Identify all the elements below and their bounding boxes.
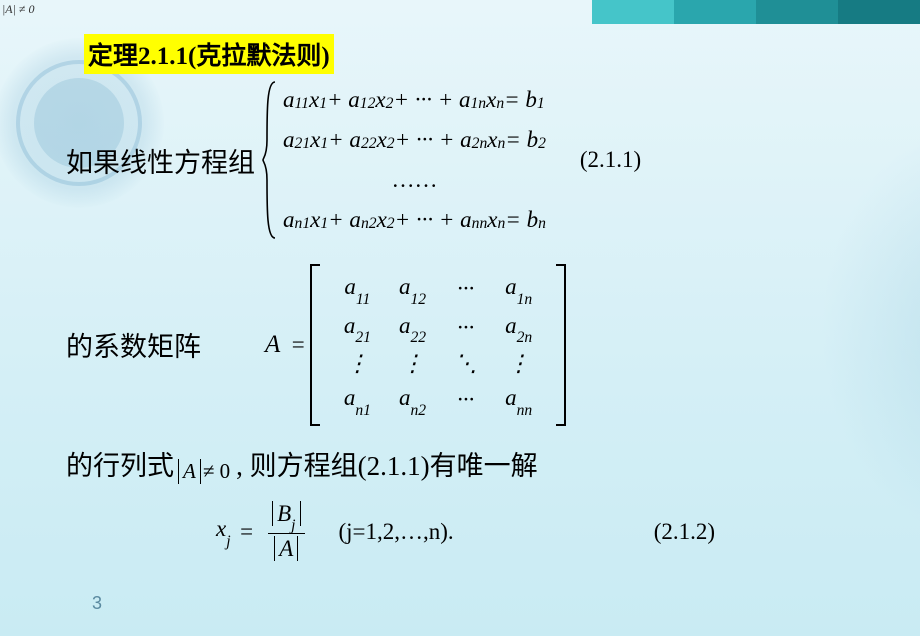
det-post-text: , 则方程组(2.1.1)有唯一解 — [236, 444, 537, 483]
coef-label: 的系数矩阵 — [66, 325, 201, 364]
det-pre-text: 的行列式 — [66, 444, 174, 483]
system-line: an1x1 + an2x2 + ··· + annxn = bn — [283, 200, 546, 240]
matrix-cell: ⋮ — [385, 347, 440, 381]
matrix-cell: a11 — [330, 270, 385, 309]
slide: |A| ≠ 0 定理2.1.1(克拉默法则) 如果线性方程组 a11x1 + a… — [0, 0, 920, 636]
lead-in-text: 如果线性方程组 — [66, 141, 255, 180]
matrix-cell: a2n — [491, 309, 546, 348]
accent-stripe — [674, 0, 756, 24]
determinant-row: 的行列式 A ≠ 0 , 则方程组(2.1.1)有唯一解 — [66, 444, 876, 483]
det-var: A — [178, 459, 201, 484]
fraction: Bj A — [268, 499, 304, 565]
solution-formula: xj = Bj A (j=1,2,…,n). (2.1.2) — [216, 499, 715, 565]
matrix-cell: ··· — [440, 309, 491, 348]
equation-number: (2.1.1) — [580, 147, 641, 173]
matrix-cell: a22 — [385, 309, 440, 348]
accent-stripe — [838, 0, 920, 24]
index-range: (j=1,2,…,n). — [339, 519, 454, 545]
accent-stripe — [592, 0, 674, 24]
matrix-cell: ann — [491, 381, 546, 420]
page-number: 3 — [92, 593, 102, 614]
matrix-cell: ··· — [440, 270, 491, 309]
matrix-cell: an1 — [330, 381, 385, 420]
matrix-cell: a21 — [330, 309, 385, 348]
coefficient-matrix: A = a11 a12 ··· a1n a21 a22 — [265, 264, 566, 426]
bracket-left-icon — [310, 264, 320, 426]
matrix-cell: ··· — [440, 381, 491, 420]
system-line: a11x1 + a12x2 + ··· + a1nxn = b1 — [283, 80, 546, 120]
system-line: a21x1 + a22x2 + ··· + a2nxn = b2 — [283, 120, 546, 160]
content-area: 如果线性方程组 a11x1 + a12x2 + ··· + a1nxn = b1… — [66, 86, 876, 564]
left-brace-icon — [261, 80, 279, 240]
equation-system: a11x1 + a12x2 + ··· + a1nxn = b1 a21x1 +… — [261, 80, 546, 240]
equals-sign: = — [290, 332, 306, 358]
corner-note: |A| ≠ 0 — [2, 2, 35, 17]
accent-bar — [592, 0, 920, 24]
matrix-row: 的系数矩阵 A = a11 a12 ··· a1n a21 — [66, 264, 876, 426]
solution-row: xj = Bj A (j=1,2,…,n). (2.1.2) — [66, 499, 876, 565]
matrix-body: a11 a12 ··· a1n a21 a22 ··· a2n ⋮ — [320, 264, 556, 426]
matrix-cell: ⋮ — [330, 347, 385, 381]
matrix-lhs: A — [265, 331, 280, 359]
equation-number: (2.1.2) — [654, 519, 715, 545]
bracket-right-icon — [556, 264, 566, 426]
theorem-title: 定理2.1.1(克拉默法则) — [84, 34, 334, 74]
matrix-cell: an2 — [385, 381, 440, 420]
determinant-expr: A ≠ 0 — [178, 459, 232, 484]
system-row: 如果线性方程组 a11x1 + a12x2 + ··· + a1nxn = b1… — [66, 80, 876, 240]
matrix-cell: ⋱ — [440, 347, 491, 381]
equals-sign: = — [239, 519, 255, 545]
matrix-cell: a1n — [491, 270, 546, 309]
solution-lhs: xj — [216, 516, 231, 547]
neq-sign: ≠ 0 — [203, 459, 230, 484]
fraction-denominator: A — [270, 534, 302, 564]
matrix-cell: ⋮ — [491, 347, 546, 381]
fraction-numerator: Bj — [268, 499, 304, 534]
matrix-cell: a12 — [385, 270, 440, 309]
system-dots: …… — [283, 160, 546, 200]
accent-stripe — [756, 0, 838, 24]
